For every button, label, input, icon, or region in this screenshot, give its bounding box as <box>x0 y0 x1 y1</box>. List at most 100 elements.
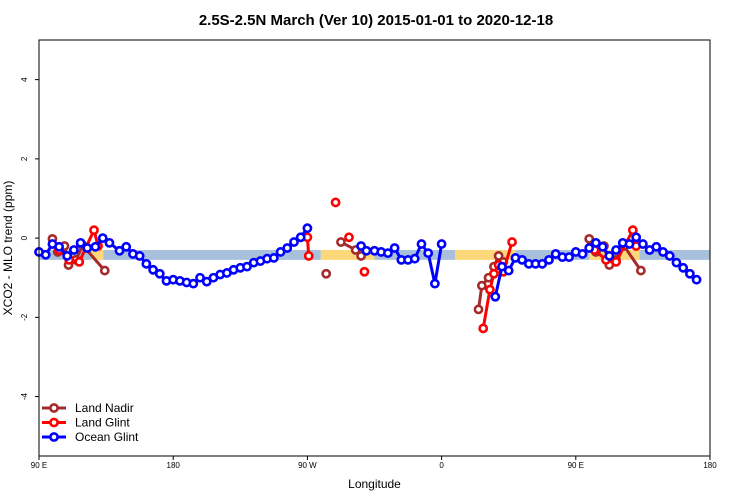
data-point <box>134 251 145 261</box>
data-point <box>282 243 293 253</box>
x-tick-label: 180 <box>703 461 717 470</box>
data-point <box>485 284 495 295</box>
data-point <box>624 239 635 249</box>
data-point <box>40 249 51 260</box>
data-point <box>577 249 588 259</box>
legend-item: Ocean Glint <box>42 430 139 444</box>
data-point <box>409 253 420 264</box>
band-land-segment <box>589 249 640 260</box>
data-point <box>62 251 73 261</box>
data-point <box>517 254 528 265</box>
data-point <box>436 239 447 249</box>
y-tick-label: 2 <box>20 156 29 161</box>
x-tick-label: 90 W <box>298 461 317 470</box>
data-point <box>141 258 152 269</box>
data-point <box>361 245 372 256</box>
data-point <box>604 251 615 261</box>
band-ocean-segment <box>639 249 710 260</box>
band-land-segment <box>455 249 516 260</box>
data-point <box>54 241 65 252</box>
data-point <box>684 268 695 279</box>
data-point <box>478 323 489 334</box>
data-point <box>82 243 93 253</box>
data-point <box>664 251 675 261</box>
data-point <box>195 272 205 283</box>
x-tick-label: 0 <box>439 461 444 470</box>
data-point <box>303 251 314 261</box>
data-point <box>584 233 595 244</box>
x-tick-label: 90 E <box>568 461 584 470</box>
data-point <box>611 256 621 267</box>
data-point <box>611 245 621 255</box>
legend-item: Land Glint <box>42 416 130 430</box>
band-land-segment <box>320 249 375 260</box>
data-point <box>423 248 434 259</box>
data-point <box>302 223 313 234</box>
legend-label: Land Nadir <box>75 401 134 415</box>
data-point <box>597 241 608 252</box>
y-tick-label: 4 <box>20 77 29 82</box>
data-point <box>114 245 125 256</box>
data-point <box>97 233 108 243</box>
y-axis-label: XCO2 - MLO trend (ppm) <box>1 181 15 316</box>
legend-marker <box>49 432 59 442</box>
data-point <box>651 241 662 252</box>
data-point <box>678 262 689 273</box>
data-point <box>631 232 642 243</box>
data-point <box>89 225 99 236</box>
x-tick-label: 90 E <box>31 461 47 470</box>
data-point <box>201 276 212 287</box>
data-point <box>359 266 370 277</box>
y-tick-label: 0 <box>20 235 29 240</box>
data-point <box>473 304 484 315</box>
data-point <box>544 254 554 265</box>
data-point <box>503 265 514 276</box>
data-point <box>336 237 346 247</box>
band-land-segment <box>91 249 104 260</box>
data-point <box>429 278 440 289</box>
data-point <box>497 261 507 272</box>
data-point <box>671 257 682 268</box>
data-point <box>275 247 286 257</box>
data-point <box>321 268 332 279</box>
data-point <box>537 258 548 269</box>
series-ocean-glint <box>34 223 702 302</box>
x-tick-label: 180 <box>167 461 181 470</box>
data-point <box>490 291 501 302</box>
data-point <box>121 241 132 252</box>
series-layer <box>34 197 702 334</box>
data-point <box>564 252 574 263</box>
x-axis-label: Longitude <box>348 477 401 491</box>
data-point <box>389 243 400 253</box>
data-point <box>148 264 158 275</box>
data-point <box>188 278 199 289</box>
data-point <box>74 256 85 267</box>
data-point <box>638 239 648 249</box>
x-axis: 90 E 180 90 W 0 90 E 180 <box>31 456 717 470</box>
data-point <box>658 247 668 257</box>
data-point <box>584 243 595 253</box>
data-point <box>383 248 393 259</box>
data-point <box>154 268 165 279</box>
data-point <box>295 232 306 243</box>
data-point <box>507 237 517 247</box>
series-land-nadir <box>47 233 646 315</box>
data-point <box>591 237 601 248</box>
legend-marker <box>49 403 59 413</box>
data-point <box>68 245 79 255</box>
band-ocean-segment <box>103 249 321 260</box>
data-point <box>416 239 427 249</box>
data-point <box>104 237 115 248</box>
data-point <box>90 241 101 252</box>
data-point <box>289 237 299 247</box>
data-point <box>476 280 487 291</box>
plot-frame <box>38 39 711 457</box>
legend-item: Land Nadir <box>42 401 134 415</box>
data-point <box>489 268 499 279</box>
legend-label: Ocean Glint <box>75 430 139 444</box>
y-tick-label: -2 <box>20 313 29 321</box>
data-point <box>242 261 252 272</box>
data-point <box>99 265 110 276</box>
